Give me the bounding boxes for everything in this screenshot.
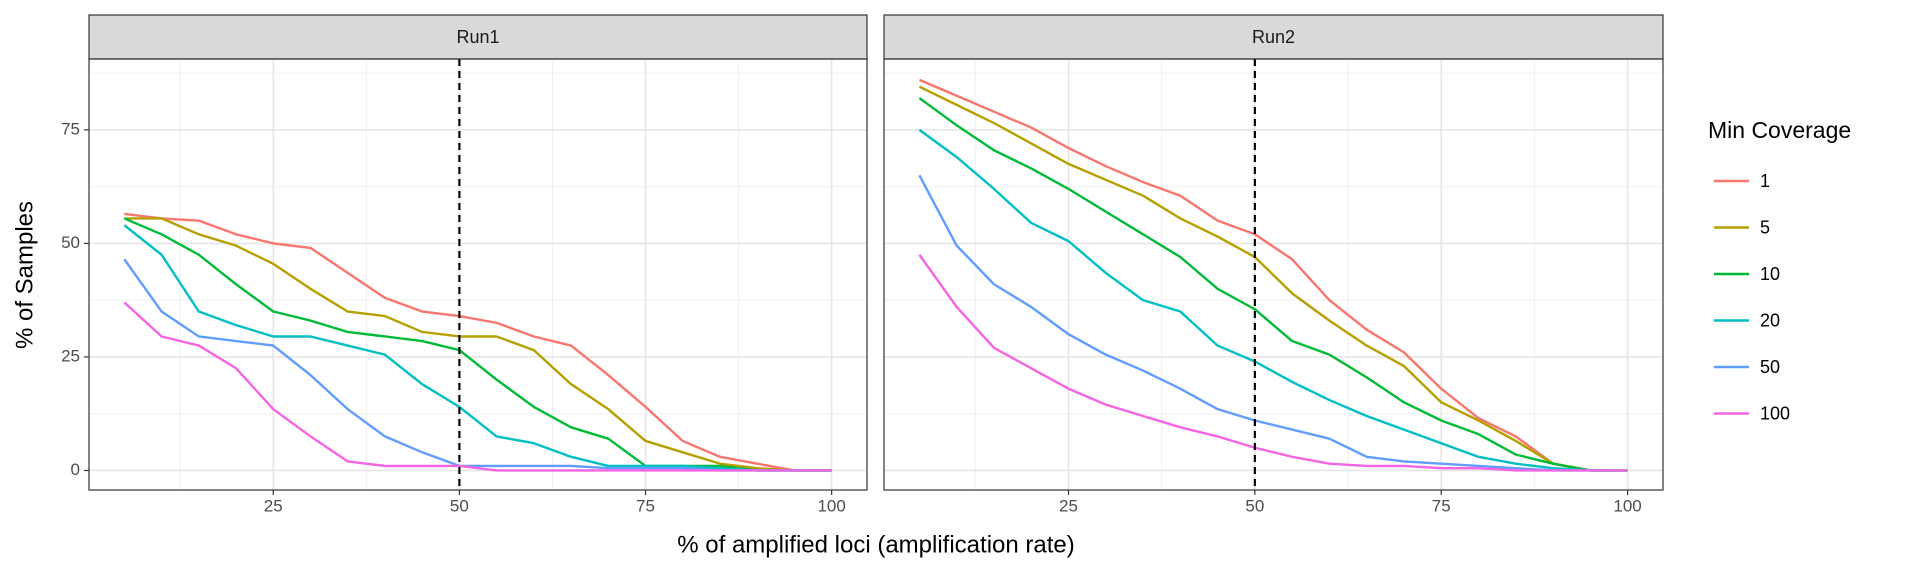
y-tick-label: 25 <box>61 346 80 365</box>
x-axis-label: % of amplified loci (amplification rate) <box>677 531 1075 558</box>
x-tick-label: 75 <box>636 496 655 515</box>
y-tick-label: 0 <box>71 460 80 479</box>
data-line <box>123 217 832 472</box>
x-tick-label: 100 <box>1613 496 1641 515</box>
panel-border <box>883 58 1664 491</box>
y-axis-label: % of Samples <box>11 201 38 349</box>
x-tick-label: 25 <box>1059 496 1078 515</box>
strip <box>88 14 868 60</box>
legend-label: 50 <box>1760 357 1780 377</box>
strip-label: Run1 <box>456 27 499 47</box>
data-line <box>918 254 1628 472</box>
data-line <box>124 217 832 472</box>
data-line <box>124 212 832 472</box>
data-line <box>918 128 1628 472</box>
data-line <box>123 224 832 472</box>
x-tick-label: 50 <box>1245 496 1264 515</box>
legend-label: 1 <box>1760 171 1770 191</box>
strip-label: Run2 <box>1252 27 1295 47</box>
legend-label: 100 <box>1760 403 1790 423</box>
legend-label: 10 <box>1760 264 1780 284</box>
x-tick-label: 100 <box>817 496 845 515</box>
y-tick-label: 75 <box>61 119 80 138</box>
x-tick-label: 25 <box>264 496 283 515</box>
data-line <box>918 85 1628 472</box>
legend-label: 20 <box>1760 310 1780 330</box>
data-line <box>123 301 832 472</box>
data-line <box>918 174 1628 472</box>
data-line <box>918 78 1628 472</box>
data-line <box>918 97 1628 472</box>
x-tick-label: 75 <box>1432 496 1451 515</box>
y-tick-label: 50 <box>61 233 80 252</box>
legend-label: 5 <box>1760 217 1770 237</box>
legend-title: Min Coverage <box>1708 117 1851 143</box>
panel-border <box>88 58 868 491</box>
x-tick-label: 50 <box>450 496 469 515</box>
